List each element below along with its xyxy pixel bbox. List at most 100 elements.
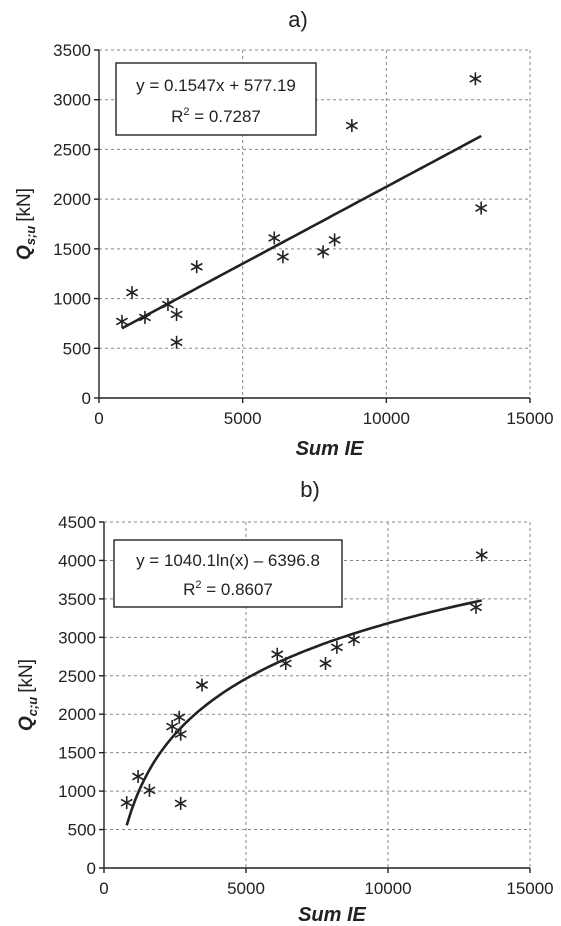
marker-stroke	[166, 722, 179, 731]
r-squared-superscript: 2	[183, 106, 189, 118]
marker-stroke	[195, 681, 209, 689]
marker-stroke	[469, 603, 483, 612]
x-tick-label: 15000	[506, 409, 553, 428]
y-tick-label: 4500	[58, 513, 96, 532]
data-point	[174, 796, 187, 810]
y-tick-label: 0	[82, 389, 91, 408]
data-point	[271, 647, 284, 661]
data-point	[268, 231, 281, 245]
marker-stroke	[170, 338, 183, 347]
marker-stroke	[469, 74, 482, 83]
r-squared-value: = 0.7287	[190, 107, 261, 126]
y-tick-label: 3500	[58, 590, 96, 609]
data-point	[120, 796, 133, 810]
marker-stroke	[115, 317, 129, 326]
x-tick-label: 0	[94, 409, 103, 428]
marker-stroke	[475, 551, 488, 560]
r-squared-text: R2 = 0.8607	[183, 579, 273, 599]
panel-label: b)	[300, 477, 320, 502]
y-axis-label-main: Q	[16, 716, 37, 731]
marker-stroke	[328, 235, 341, 244]
data-point	[276, 250, 289, 264]
marker-stroke	[174, 730, 187, 739]
data-point	[170, 307, 183, 321]
data-point	[190, 260, 203, 274]
y-tick-label: 2500	[53, 140, 91, 159]
data-point	[469, 600, 483, 614]
marker-stroke	[475, 204, 488, 213]
r-squared-label: R	[183, 580, 195, 599]
data-point	[347, 633, 360, 647]
x-tick-label: 5000	[224, 409, 262, 428]
y-tick-label: 2000	[58, 705, 96, 724]
y-tick-label: 1000	[53, 290, 91, 309]
marker-stroke	[120, 798, 133, 807]
data-point	[173, 710, 186, 724]
marker-stroke	[345, 121, 358, 130]
data-point	[317, 245, 330, 259]
y-tick-label: 500	[63, 339, 91, 358]
data-point	[475, 201, 488, 215]
x-axis-label: Sum IE	[296, 438, 364, 460]
trendline	[121, 134, 482, 330]
marker-stroke	[125, 288, 139, 297]
panel-label: a)	[288, 7, 308, 32]
chart-b: 0 500 1000 1500 2000 2500 3000 3500 4000 4500 0 500…	[16, 477, 554, 926]
r-squared-superscript: 2	[195, 579, 201, 591]
data-point	[279, 656, 292, 670]
r-squared-value: = 0.8607	[202, 580, 273, 599]
y-tick-label: 0	[87, 859, 96, 878]
y-tick-label: 3000	[53, 91, 91, 110]
data-point	[125, 286, 139, 300]
data-point	[170, 335, 183, 349]
y-axis-label: Qc;u [kN]	[16, 659, 40, 731]
r-squared-label: R	[171, 107, 183, 126]
marker-stroke	[138, 313, 152, 322]
marker-stroke	[268, 233, 281, 242]
marker-stroke	[143, 786, 156, 795]
y-axis-label-main: Q	[14, 245, 35, 260]
x-axis-label: Sum IE	[298, 904, 366, 926]
data-point	[469, 72, 482, 86]
equation-box	[113, 539, 343, 608]
data-point	[115, 314, 129, 328]
y-tick-label: 500	[68, 821, 96, 840]
y-tick-label: 3000	[58, 628, 96, 647]
equation-text: y = 1040.1ln(x) – 6396.8	[136, 551, 320, 570]
marker-stroke	[161, 300, 175, 309]
r-squared-text: R2 = 0.7287	[171, 106, 261, 126]
marker-stroke	[173, 713, 186, 722]
marker-stroke	[271, 650, 284, 659]
data-point	[143, 783, 156, 797]
data-point	[174, 727, 187, 741]
trendline	[125, 599, 482, 826]
y-axis-label-unit: [kN]	[16, 659, 37, 693]
y-tick-label: 1000	[58, 782, 96, 801]
marker-stroke	[132, 772, 145, 781]
data-point	[475, 548, 488, 562]
y-tick-label: 3500	[53, 41, 91, 60]
x-tick-label: 15000	[506, 879, 553, 898]
marker-stroke	[347, 635, 360, 644]
y-axis-label-unit: [kN]	[14, 188, 35, 222]
x-tick-label: 0	[99, 879, 108, 898]
marker-stroke	[319, 659, 332, 668]
y-axis-label-sub: s;u	[23, 226, 38, 246]
y-tick-label: 2500	[58, 667, 96, 686]
data-point	[330, 640, 343, 654]
marker-stroke	[279, 659, 292, 668]
marker-stroke	[317, 247, 330, 256]
marker-stroke	[276, 252, 289, 261]
equation-box	[115, 62, 317, 136]
marker-stroke	[190, 262, 203, 271]
y-axis-label-sub: c;u	[25, 697, 40, 717]
marker-stroke	[174, 799, 187, 808]
data-point	[132, 770, 145, 784]
y-tick-label: 1500	[58, 744, 96, 763]
y-axis-label: Qs;u [kN]	[14, 188, 38, 260]
data-point	[345, 119, 358, 133]
data-point	[166, 720, 179, 734]
data-point	[195, 678, 209, 692]
